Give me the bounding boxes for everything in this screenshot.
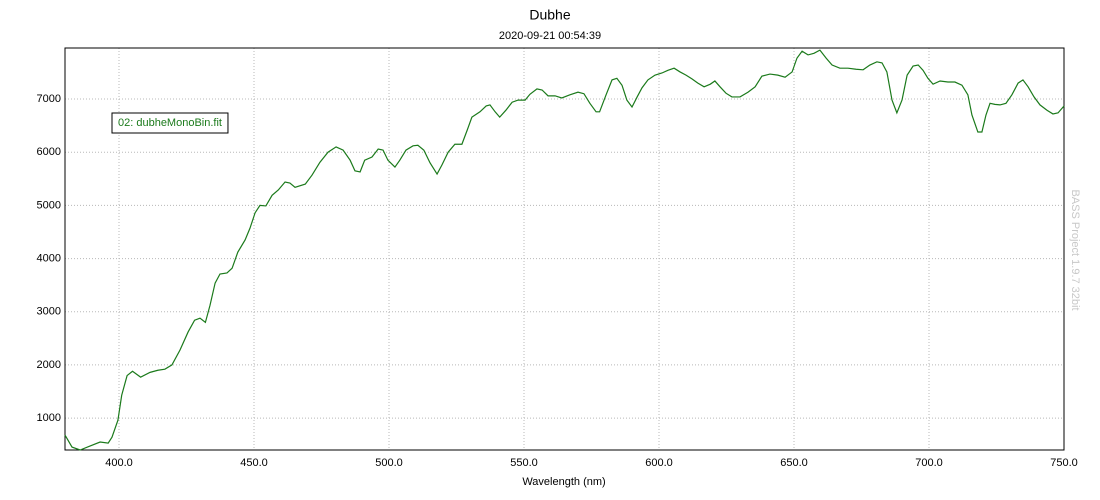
x-tick-label: 450.0 [240, 457, 268, 469]
y-tick-label: 2000 [37, 359, 61, 371]
data-line [64, 49, 1065, 451]
watermark: BASS Project 1.9.7 32bit [1069, 189, 1081, 310]
y-tick-label: 3000 [37, 306, 61, 318]
x-tick-label: 600.0 [645, 457, 673, 469]
x-tick-label: 650.0 [780, 457, 808, 469]
chart-title: Dubhe [529, 7, 570, 23]
x-tick-label: 700.0 [915, 457, 943, 469]
x-tick-label: 750.0 [1050, 457, 1078, 469]
x-tick-label: 400.0 [105, 457, 133, 469]
y-tick-label: 7000 [37, 93, 61, 105]
y-tick-label: 6000 [37, 146, 61, 158]
plot-frame [64, 47, 1065, 451]
y-tick-label: 1000 [37, 412, 61, 424]
legend-box [111, 112, 229, 134]
x-axis-label: Wavelength (nm) [522, 476, 605, 488]
y-tick-label: 5000 [37, 199, 61, 211]
y-tick-label: 4000 [37, 252, 61, 264]
chart-subtitle: 2020-09-21 00:54:39 [499, 30, 601, 42]
legend-entry: 02: dubheMonoBin.fit [118, 117, 222, 129]
x-tick-label: 500.0 [375, 457, 403, 469]
x-tick-label: 550.0 [510, 457, 538, 469]
